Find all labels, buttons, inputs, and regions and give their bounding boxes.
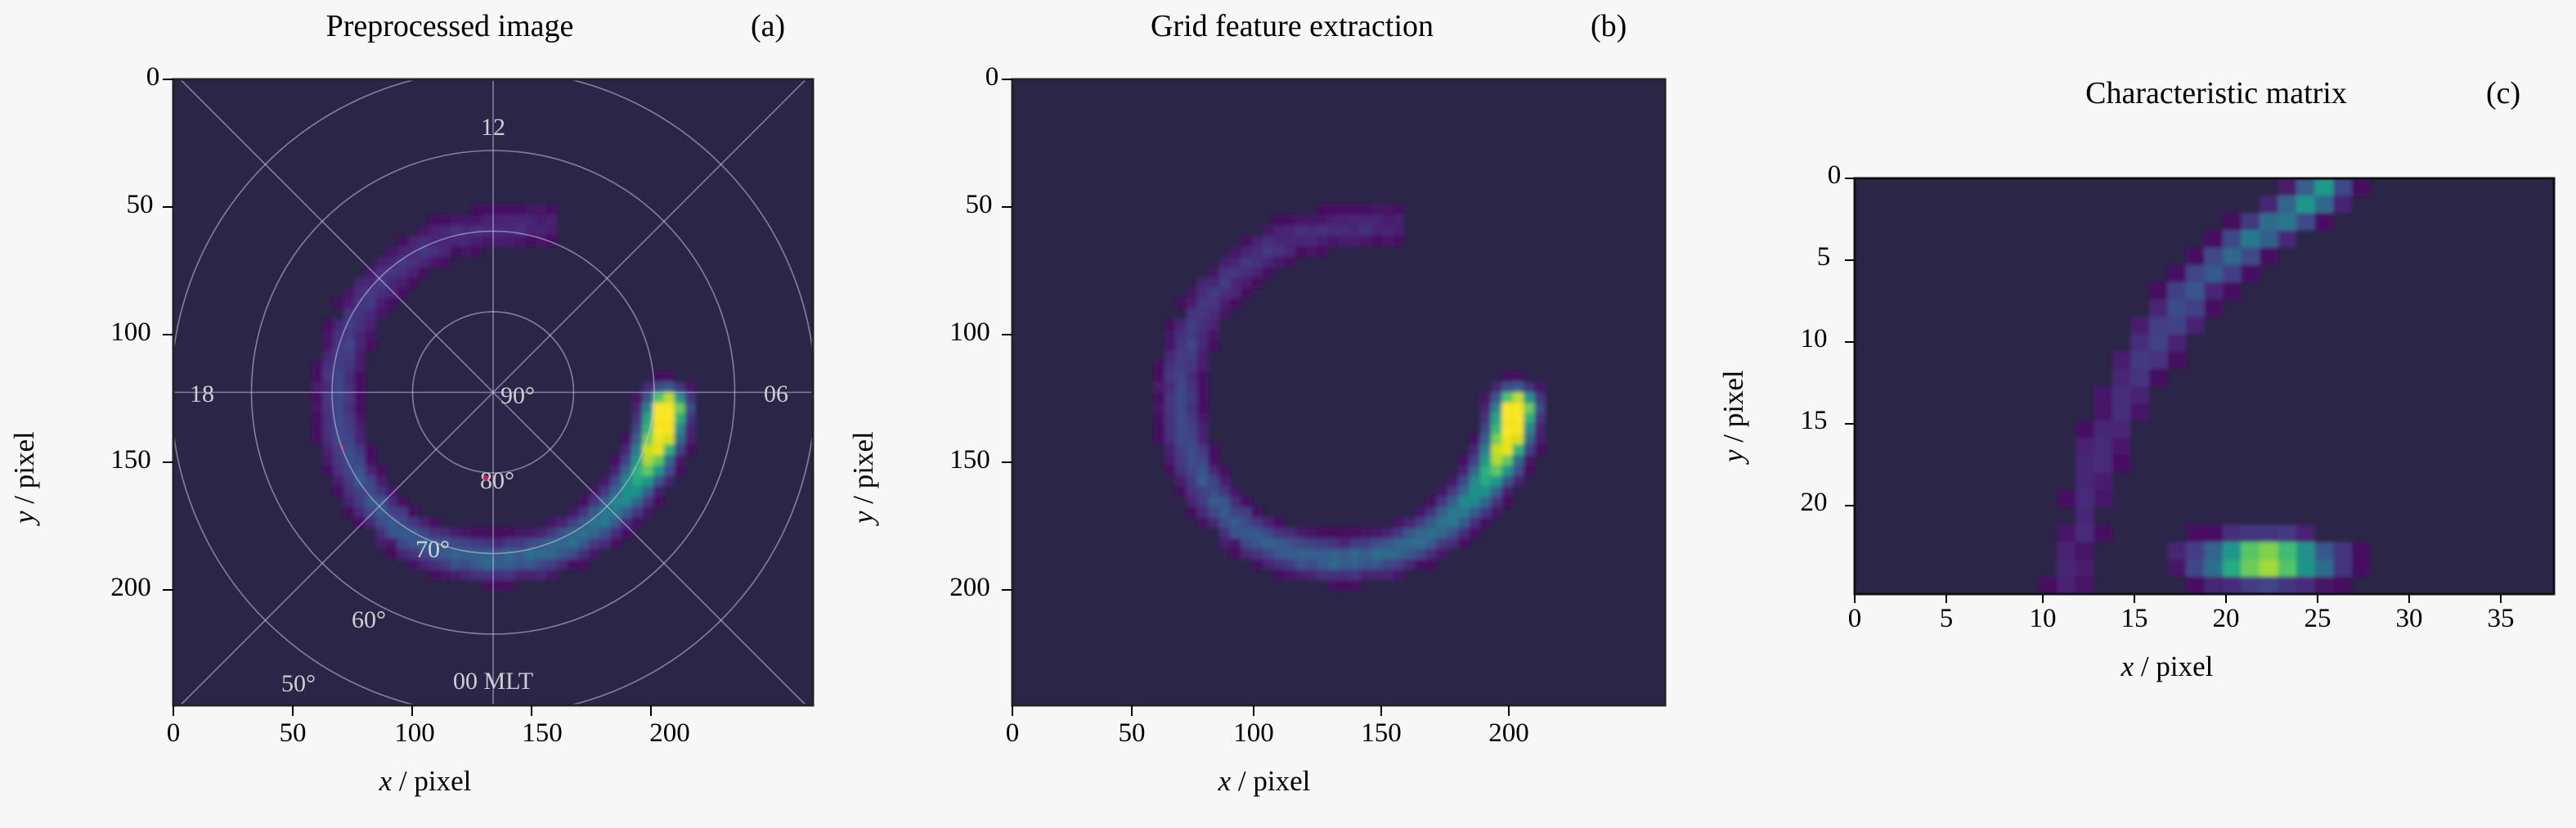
svg-text:60°: 60° xyxy=(352,606,386,633)
svg-text:70°: 70° xyxy=(415,536,450,563)
svg-text:06: 06 xyxy=(764,380,788,407)
svg-text:18: 18 xyxy=(190,380,214,407)
svg-text:50°: 50° xyxy=(281,670,316,697)
